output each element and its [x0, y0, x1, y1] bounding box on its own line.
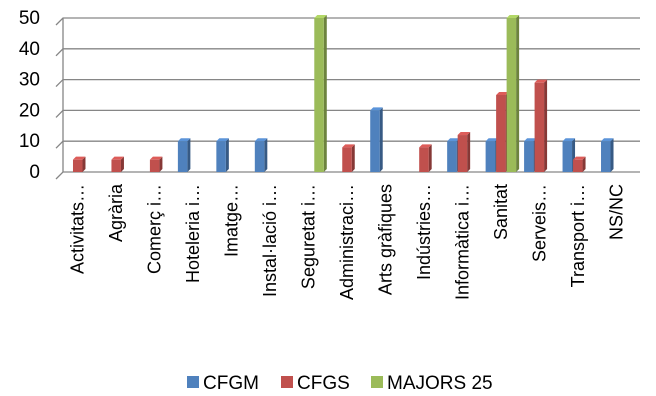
- x-tick-label: Hoteleria i…: [183, 184, 203, 283]
- bar-cfgm: [177, 138, 191, 172]
- bar-cfgs: [573, 156, 586, 172]
- x-tick-label: Comerç i…: [145, 184, 165, 274]
- x-tick-label: NS/NC: [606, 184, 626, 240]
- x-tick-label: Imatge…: [222, 184, 242, 257]
- x-tick-label: Seguretat i…: [299, 184, 319, 289]
- bar-cfgm: [370, 107, 383, 172]
- gridline: [55, 78, 640, 88]
- x-tick-label: Administraci…: [337, 184, 357, 300]
- legend-swatch: [187, 376, 199, 388]
- bar-cfgs: [419, 144, 432, 172]
- y-tick-label: 30: [19, 70, 40, 91]
- x-tick-label: Transport i…: [568, 184, 588, 287]
- gridline: [55, 109, 640, 118]
- legend-item: MAJORS 25: [371, 373, 493, 394]
- x-tick-label: Agrària: [106, 183, 126, 242]
- legend-item: CFGM: [187, 373, 259, 394]
- bar-cfgs: [457, 132, 471, 172]
- bar-majors-25: [314, 15, 327, 172]
- bar-cfgm: [216, 138, 229, 172]
- gridline: [55, 171, 640, 180]
- bar-cfgm: [601, 138, 614, 172]
- x-tick-label: Indústries…: [414, 184, 434, 280]
- gridline: [55, 17, 640, 26]
- bar-cfgs: [534, 79, 548, 172]
- legend-label: CFGM: [203, 373, 259, 394]
- y-tick-label: 50: [19, 8, 40, 29]
- bar-cfgs: [342, 144, 355, 172]
- legend-swatch: [281, 376, 293, 388]
- x-tick-label: Sanitat: [491, 184, 511, 240]
- bar-majors-25: [506, 15, 520, 172]
- legend-swatch: [371, 376, 383, 388]
- legend-label: CFGS: [297, 373, 350, 394]
- x-tick-label: Arts gràfiques: [375, 184, 395, 295]
- x-tick-label: Informàtica i…: [452, 184, 472, 300]
- bar-cfgm: [254, 138, 268, 172]
- y-tick-label: 10: [19, 131, 40, 152]
- y-tick-label: 0: [29, 162, 40, 183]
- x-tick-label: Activitats…: [68, 184, 88, 274]
- y-tick-label: 20: [19, 100, 40, 121]
- x-tick-label: Serveis…: [529, 184, 549, 262]
- y-tick-label: 40: [19, 39, 40, 60]
- bar-cfgs: [149, 156, 163, 172]
- gridline: [55, 48, 640, 57]
- bars: [72, 15, 614, 172]
- legend-item: CFGS: [281, 373, 350, 394]
- x-axis-tick-labels: Activitats… Agrària Comerç i… Hoteleria i… I…: [68, 183, 627, 300]
- legend-label: MAJORS 25: [387, 373, 493, 394]
- y-axis-tick-labels: 0 10 20 30 40 50: [19, 8, 40, 183]
- legend: CFGM CFGS MAJORS 25: [187, 373, 493, 394]
- bar-cfgs: [72, 156, 86, 172]
- x-tick-label: Instal·lació i…: [260, 184, 280, 297]
- bar-cfgs: [111, 156, 124, 172]
